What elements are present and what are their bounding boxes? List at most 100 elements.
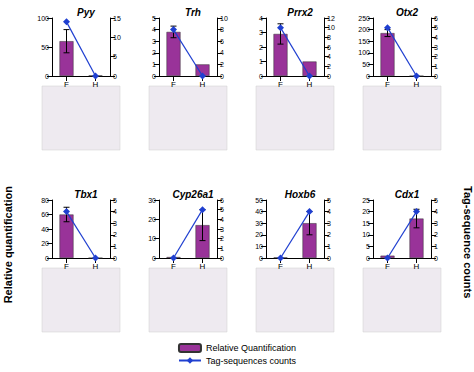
svg-text:0: 0	[366, 255, 370, 262]
svg-text:50: 50	[362, 61, 370, 68]
svg-text:250: 250	[358, 15, 370, 22]
svg-text:3: 3	[259, 29, 263, 36]
svg-text:4: 4	[220, 216, 224, 223]
svg-text:200: 200	[358, 26, 370, 33]
svg-text:H: H	[93, 80, 99, 89]
svg-text:100: 100	[37, 15, 49, 22]
svg-text:2: 2	[434, 53, 438, 60]
svg-text:F: F	[385, 80, 390, 89]
svg-text:8: 8	[220, 26, 224, 33]
svg-text:4: 4	[434, 34, 438, 41]
svg-text:3: 3	[434, 220, 438, 227]
svg-text:50: 50	[41, 44, 49, 51]
svg-text:F: F	[171, 80, 176, 89]
svg-text:0: 0	[113, 255, 117, 262]
svg-text:6: 6	[434, 15, 438, 22]
svg-text:6: 6	[220, 38, 224, 45]
svg-text:2: 2	[327, 63, 331, 70]
svg-text:10: 10	[255, 243, 263, 250]
svg-text:Relative quantification: Relative quantification	[2, 186, 14, 304]
svg-text:H: H	[93, 262, 99, 271]
svg-text:3: 3	[220, 226, 224, 233]
svg-text:6: 6	[220, 197, 224, 204]
svg-text:4: 4	[220, 49, 224, 56]
svg-text:F: F	[278, 80, 283, 89]
svg-text:8: 8	[327, 34, 331, 41]
svg-text:15: 15	[362, 220, 370, 227]
svg-text:0: 0	[434, 255, 438, 262]
svg-text:2: 2	[220, 61, 224, 68]
svg-text:Tbx1: Tbx1	[74, 189, 98, 200]
svg-text:50: 50	[255, 197, 263, 204]
svg-text:5: 5	[327, 197, 331, 204]
svg-text:F: F	[64, 80, 69, 89]
svg-text:30: 30	[255, 220, 263, 227]
svg-text:4: 4	[259, 15, 263, 22]
svg-text:0: 0	[434, 73, 438, 80]
svg-text:3: 3	[434, 44, 438, 51]
svg-text:Cyp26a1: Cyp26a1	[172, 189, 214, 200]
svg-text:15: 15	[113, 15, 121, 22]
svg-text:10: 10	[327, 24, 335, 31]
svg-text:0: 0	[259, 255, 263, 262]
svg-text:2: 2	[220, 235, 224, 242]
svg-text:2: 2	[113, 231, 117, 238]
svg-text:0: 0	[152, 255, 156, 262]
svg-text:Tag-sequence counts: Tag-sequence counts	[462, 186, 474, 298]
svg-text:25: 25	[362, 197, 370, 204]
svg-text:0: 0	[45, 255, 49, 262]
svg-text:60: 60	[41, 211, 49, 218]
svg-text:5: 5	[152, 15, 156, 22]
svg-text:2: 2	[259, 44, 263, 51]
svg-text:40: 40	[255, 208, 263, 215]
svg-text:0: 0	[220, 255, 224, 262]
svg-text:1: 1	[220, 245, 224, 252]
svg-text:100: 100	[358, 49, 370, 56]
svg-text:Prrx2: Prrx2	[287, 7, 313, 18]
svg-text:Cdx1: Cdx1	[395, 189, 420, 200]
svg-text:5: 5	[434, 24, 438, 31]
svg-text:10: 10	[220, 15, 228, 22]
svg-text:1: 1	[113, 243, 117, 250]
svg-text:0: 0	[45, 73, 49, 80]
svg-text:20: 20	[41, 240, 49, 247]
svg-text:1: 1	[434, 243, 438, 250]
svg-text:0: 0	[327, 73, 331, 80]
svg-text:Trh: Trh	[185, 7, 201, 18]
svg-text:F: F	[278, 262, 283, 271]
svg-text:12: 12	[327, 15, 335, 22]
svg-text:2: 2	[434, 231, 438, 238]
svg-text:0: 0	[366, 73, 370, 80]
svg-text:4: 4	[152, 26, 156, 33]
svg-text:1: 1	[434, 63, 438, 70]
svg-text:10: 10	[362, 231, 370, 238]
svg-text:3: 3	[152, 38, 156, 45]
svg-text:H: H	[414, 262, 420, 271]
svg-text:4: 4	[327, 53, 331, 60]
svg-text:6: 6	[327, 44, 331, 51]
svg-text:Tag-sequences counts: Tag-sequences counts	[206, 356, 297, 366]
svg-text:F: F	[64, 262, 69, 271]
svg-text:20: 20	[255, 231, 263, 238]
svg-text:Pyy: Pyy	[77, 7, 95, 18]
svg-text:20: 20	[362, 208, 370, 215]
svg-text:40: 40	[41, 226, 49, 233]
svg-text:H: H	[414, 80, 420, 89]
svg-text:5: 5	[366, 243, 370, 250]
svg-text:H: H	[307, 80, 313, 89]
svg-text:1: 1	[259, 58, 263, 65]
svg-text:Otx2: Otx2	[396, 7, 419, 18]
svg-text:2: 2	[152, 49, 156, 56]
svg-text:20: 20	[148, 216, 156, 223]
svg-text:0: 0	[259, 73, 263, 80]
svg-text:Hoxb6: Hoxb6	[285, 189, 316, 200]
svg-text:H: H	[200, 262, 206, 271]
svg-text:10: 10	[148, 235, 156, 242]
svg-text:0: 0	[327, 255, 331, 262]
svg-text:0: 0	[220, 73, 224, 80]
svg-text:0: 0	[152, 73, 156, 80]
svg-text:5: 5	[113, 197, 117, 204]
svg-text:150: 150	[358, 38, 370, 45]
svg-text:4: 4	[113, 208, 117, 215]
svg-text:1: 1	[327, 243, 331, 250]
